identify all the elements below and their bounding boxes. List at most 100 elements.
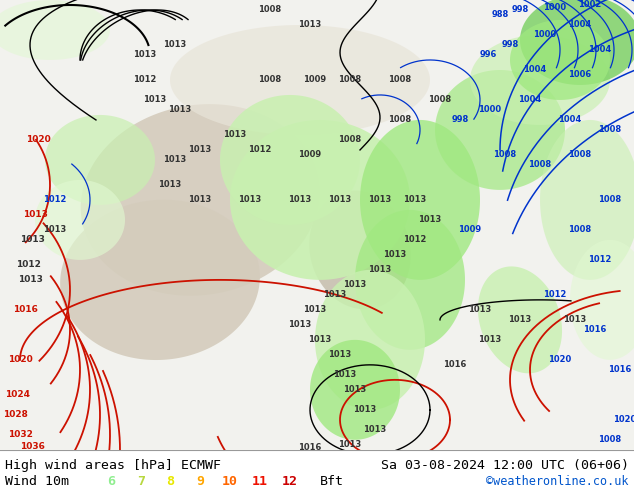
Polygon shape — [360, 120, 480, 280]
Text: 1013: 1013 — [384, 250, 406, 259]
Text: 1013: 1013 — [133, 50, 157, 59]
Text: 1009: 1009 — [304, 75, 327, 84]
Text: 1008: 1008 — [598, 196, 621, 204]
Text: 7: 7 — [137, 475, 145, 488]
Text: 1012: 1012 — [16, 260, 41, 270]
Text: 8: 8 — [167, 475, 174, 488]
Polygon shape — [60, 200, 260, 360]
Text: 1016: 1016 — [443, 360, 467, 369]
Text: 1013: 1013 — [164, 155, 186, 165]
Polygon shape — [478, 267, 562, 373]
Text: 1013: 1013 — [223, 130, 247, 140]
Polygon shape — [309, 191, 411, 309]
Text: ©weatheronline.co.uk: ©weatheronline.co.uk — [486, 475, 629, 488]
Text: 1008: 1008 — [429, 96, 451, 104]
Text: 1013: 1013 — [308, 335, 332, 344]
Text: 1008: 1008 — [528, 160, 552, 170]
Text: 1013: 1013 — [164, 41, 186, 49]
Text: 1020: 1020 — [8, 355, 32, 365]
Text: 1012: 1012 — [43, 196, 67, 204]
Text: 1013: 1013 — [564, 316, 586, 324]
Text: 1008: 1008 — [339, 135, 361, 145]
Text: 1032: 1032 — [8, 430, 32, 440]
Text: 1013: 1013 — [344, 385, 366, 394]
Polygon shape — [355, 210, 465, 350]
Text: 1016: 1016 — [299, 443, 321, 452]
Text: 1013: 1013 — [23, 210, 48, 220]
Text: 1008: 1008 — [259, 75, 281, 84]
Text: 1013: 1013 — [18, 275, 42, 284]
Text: 1013: 1013 — [328, 196, 352, 204]
Polygon shape — [170, 25, 430, 135]
Text: 1013: 1013 — [479, 335, 501, 344]
Text: 1008: 1008 — [598, 125, 621, 134]
Text: 10: 10 — [222, 475, 238, 488]
Text: 9: 9 — [197, 475, 204, 488]
Text: Wind 10m: Wind 10m — [5, 475, 69, 488]
Text: 1028: 1028 — [3, 410, 27, 419]
Text: 1013: 1013 — [469, 305, 491, 315]
Polygon shape — [520, 0, 634, 85]
Text: 1013: 1013 — [288, 196, 312, 204]
Text: 1013: 1013 — [188, 146, 212, 154]
Text: 1020: 1020 — [548, 355, 572, 365]
Text: 996: 996 — [479, 50, 496, 59]
Polygon shape — [45, 115, 155, 205]
Text: 1013: 1013 — [20, 235, 44, 245]
Text: 1013: 1013 — [238, 196, 262, 204]
Text: 998: 998 — [501, 41, 519, 49]
Text: 1036: 1036 — [20, 442, 44, 451]
Text: 1016: 1016 — [608, 366, 631, 374]
Text: 1013: 1013 — [344, 280, 366, 290]
Text: 1009: 1009 — [299, 150, 321, 159]
Text: 1012: 1012 — [133, 75, 157, 84]
Polygon shape — [310, 340, 400, 440]
Text: 1008: 1008 — [389, 116, 411, 124]
Text: 11: 11 — [252, 475, 268, 488]
Text: 1013: 1013 — [188, 196, 212, 204]
Polygon shape — [510, 20, 610, 100]
Text: 998: 998 — [512, 5, 529, 15]
Polygon shape — [315, 270, 425, 410]
Text: 1006: 1006 — [568, 71, 592, 79]
Text: 1008: 1008 — [259, 5, 281, 15]
Text: 1013: 1013 — [339, 441, 361, 449]
Polygon shape — [470, 35, 610, 125]
Text: 1012: 1012 — [403, 235, 427, 245]
Text: 1013: 1013 — [368, 196, 392, 204]
Text: 12: 12 — [281, 475, 298, 488]
Text: 988: 988 — [491, 10, 508, 20]
Text: 1004: 1004 — [568, 21, 592, 29]
Text: 1012: 1012 — [249, 146, 272, 154]
Text: 1008: 1008 — [389, 75, 411, 84]
Text: 1009: 1009 — [458, 225, 482, 234]
Text: 1012: 1012 — [543, 291, 567, 299]
Text: 1013: 1013 — [299, 21, 321, 29]
Text: 1013: 1013 — [323, 291, 347, 299]
Text: 1013: 1013 — [143, 96, 167, 104]
Text: 1008: 1008 — [493, 150, 517, 159]
Text: 1000: 1000 — [543, 3, 567, 13]
Polygon shape — [435, 70, 565, 190]
FancyBboxPatch shape — [0, 0, 634, 450]
Text: 1013: 1013 — [353, 405, 377, 415]
Text: Sa 03-08-2024 12:00 UTC (06+06): Sa 03-08-2024 12:00 UTC (06+06) — [381, 459, 629, 472]
Text: 998: 998 — [451, 116, 469, 124]
Polygon shape — [570, 240, 634, 360]
Text: 1002: 1002 — [578, 0, 602, 9]
Text: 1000: 1000 — [533, 30, 557, 40]
Text: 1013: 1013 — [288, 320, 312, 329]
Text: 1004: 1004 — [524, 66, 547, 74]
Polygon shape — [35, 180, 125, 260]
Polygon shape — [220, 95, 360, 225]
Text: 1004: 1004 — [559, 116, 581, 124]
Text: 1004: 1004 — [588, 46, 612, 54]
Text: 1016: 1016 — [13, 305, 37, 315]
Text: 1013: 1013 — [403, 196, 427, 204]
Text: 1008: 1008 — [598, 435, 621, 444]
Text: 1013: 1013 — [43, 225, 67, 234]
Polygon shape — [0, 0, 110, 60]
Polygon shape — [81, 104, 320, 296]
Text: Bft: Bft — [320, 475, 344, 488]
Text: 1013: 1013 — [508, 316, 532, 324]
